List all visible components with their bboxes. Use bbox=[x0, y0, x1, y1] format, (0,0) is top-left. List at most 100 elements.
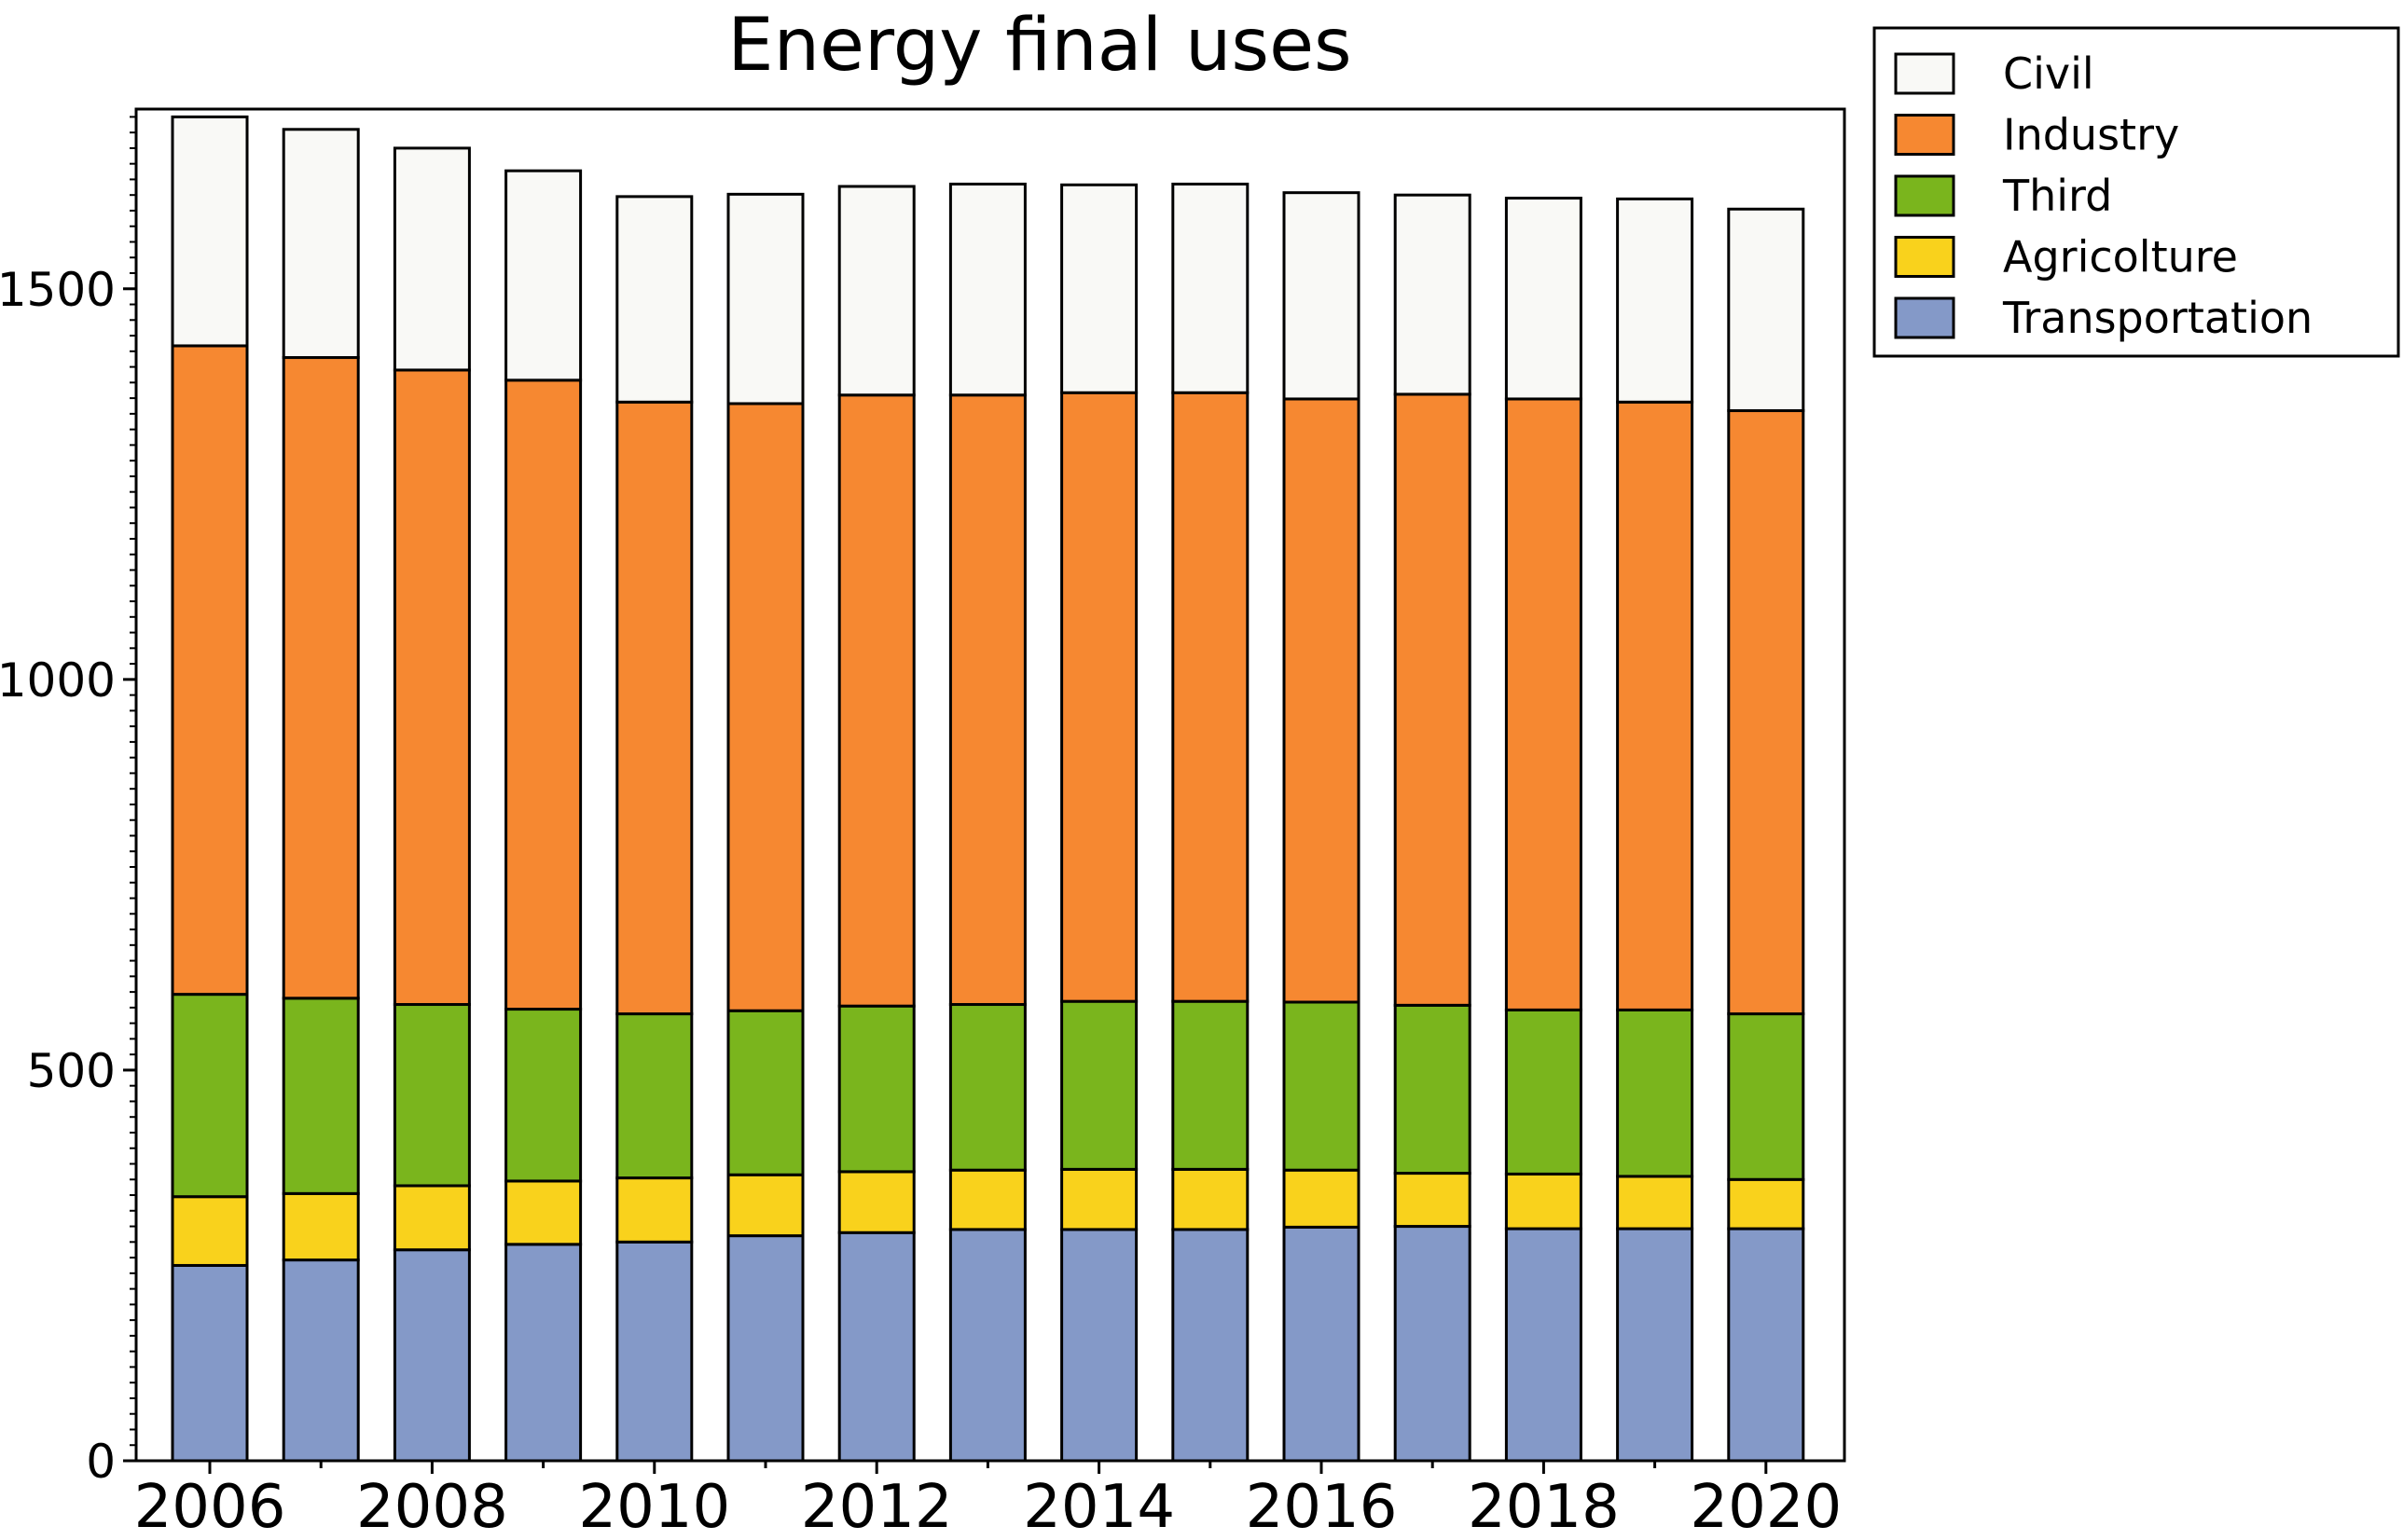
bar-industry-2008 bbox=[393, 368, 471, 1007]
x-axis: 2006 2008 2010 2012 2014 2016 2018 2020 bbox=[134, 1461, 1842, 1540]
bar-transportation-2007 bbox=[282, 1258, 360, 1463]
bar-stack-2006 bbox=[171, 115, 249, 1463]
bar-industry-2010 bbox=[615, 400, 694, 1016]
bar-agricolture-2009 bbox=[504, 1179, 583, 1246]
bar-stack-2013 bbox=[948, 182, 1027, 1463]
bar-stack-2015 bbox=[1171, 182, 1250, 1463]
bar-stack-2012 bbox=[837, 185, 916, 1463]
legend-label-transportation: Transportation bbox=[2002, 293, 2313, 343]
bar-third-2017 bbox=[1393, 1003, 1471, 1176]
bar-third-2006 bbox=[171, 993, 249, 1199]
bar-industry-2011 bbox=[726, 402, 805, 1012]
bar-stack-2017 bbox=[1393, 193, 1471, 1463]
bar-transportation-2009 bbox=[504, 1243, 583, 1463]
bar-agricolture-2015 bbox=[1171, 1167, 1250, 1231]
bar-transportation-2019 bbox=[1616, 1227, 1694, 1463]
bar-industry-2016 bbox=[1282, 397, 1360, 1004]
bar-agricolture-2017 bbox=[1393, 1172, 1471, 1229]
x-tick-label: 2018 bbox=[1468, 1473, 1620, 1540]
bar-transportation-2013 bbox=[948, 1228, 1027, 1463]
bar-industry-2017 bbox=[1393, 392, 1471, 1007]
bar-agricolture-2014 bbox=[1060, 1167, 1139, 1231]
bar-civil-2020 bbox=[1727, 207, 1805, 413]
bar-third-2020 bbox=[1727, 1012, 1805, 1181]
bar-industry-2006 bbox=[171, 344, 249, 997]
x-tick-label: 2006 bbox=[134, 1473, 286, 1540]
y-tick-label: 1000 bbox=[0, 653, 116, 708]
bar-stack-2011 bbox=[726, 192, 805, 1463]
bar-transportation-2006 bbox=[171, 1263, 249, 1463]
bars-group bbox=[171, 115, 1805, 1463]
bar-stack-2014 bbox=[1060, 183, 1139, 1463]
bar-civil-2007 bbox=[282, 128, 360, 360]
bar-third-2014 bbox=[1060, 999, 1139, 1171]
bar-third-2012 bbox=[837, 1004, 916, 1174]
bar-third-2010 bbox=[615, 1012, 694, 1180]
bar-agricolture-2008 bbox=[393, 1184, 471, 1252]
bar-stack-2010 bbox=[615, 195, 694, 1463]
bar-transportation-2017 bbox=[1393, 1225, 1471, 1463]
bar-industry-2019 bbox=[1616, 400, 1694, 1011]
bar-agricolture-2011 bbox=[726, 1173, 805, 1238]
bar-civil-2006 bbox=[171, 115, 249, 348]
bar-civil-2015 bbox=[1171, 182, 1250, 394]
bar-civil-2012 bbox=[837, 185, 916, 397]
legend-swatch-agricolture bbox=[1894, 236, 1955, 278]
bar-stack-2020 bbox=[1727, 207, 1805, 1463]
bar-agricolture-2013 bbox=[948, 1168, 1027, 1231]
bar-stack-2016 bbox=[1282, 191, 1360, 1463]
bar-agricolture-2006 bbox=[171, 1195, 249, 1267]
legend-swatch-industry bbox=[1894, 114, 1955, 156]
bar-industry-2007 bbox=[282, 356, 360, 1000]
bar-industry-2015 bbox=[1171, 391, 1250, 1003]
bar-third-2018 bbox=[1504, 1008, 1582, 1176]
bar-third-2016 bbox=[1282, 1000, 1360, 1172]
bar-civil-2019 bbox=[1616, 197, 1694, 404]
bar-civil-2016 bbox=[1282, 191, 1360, 401]
bar-industry-2012 bbox=[837, 393, 916, 1008]
bar-agricolture-2018 bbox=[1504, 1172, 1582, 1231]
legend-swatch-transportation bbox=[1894, 296, 1955, 339]
bar-agricolture-2010 bbox=[615, 1176, 694, 1244]
chart-title: Energy final uses bbox=[727, 4, 1351, 88]
bar-industry-2009 bbox=[504, 378, 583, 1011]
bar-civil-2009 bbox=[504, 169, 583, 382]
legend-label-third: Third bbox=[2002, 171, 2112, 221]
legend-swatch-civil bbox=[1894, 52, 1955, 95]
bar-industry-2013 bbox=[948, 393, 1027, 1007]
bar-industry-2020 bbox=[1727, 409, 1805, 1016]
bar-civil-2014 bbox=[1060, 183, 1139, 394]
legend: Civil Industry Third Agricolture Transportat… bbox=[1872, 26, 2400, 358]
x-tick-label: 2008 bbox=[356, 1473, 508, 1540]
bar-transportation-2014 bbox=[1060, 1228, 1139, 1463]
bar-agricolture-2016 bbox=[1282, 1168, 1360, 1229]
bar-civil-2013 bbox=[948, 182, 1027, 397]
bar-third-2015 bbox=[1171, 999, 1250, 1171]
bar-third-2009 bbox=[504, 1008, 583, 1183]
x-tick-label: 2014 bbox=[1023, 1473, 1175, 1540]
bar-stack-2018 bbox=[1504, 197, 1582, 1463]
legend-box bbox=[1872, 26, 2400, 358]
legend-label-industry: Industry bbox=[2003, 110, 2179, 160]
legend-label-agricolture: Agricolture bbox=[2003, 232, 2238, 282]
bar-agricolture-2007 bbox=[282, 1191, 360, 1262]
bar-third-2007 bbox=[282, 997, 360, 1195]
bar-transportation-2020 bbox=[1727, 1227, 1805, 1463]
bar-transportation-2015 bbox=[1171, 1228, 1250, 1463]
bar-transportation-2010 bbox=[615, 1240, 694, 1463]
y-tick-label: 0 bbox=[86, 1435, 116, 1489]
legend-swatch-third bbox=[1894, 174, 1955, 217]
bar-stack-2008 bbox=[393, 146, 471, 1463]
legend-label-civil: Civil bbox=[2003, 48, 2094, 99]
bar-agricolture-2019 bbox=[1616, 1175, 1694, 1231]
bar-civil-2011 bbox=[726, 192, 805, 406]
bar-transportation-2016 bbox=[1282, 1225, 1360, 1463]
bar-transportation-2012 bbox=[837, 1231, 916, 1463]
x-tick-label: 2010 bbox=[578, 1473, 730, 1540]
y-tick-label: 500 bbox=[27, 1044, 116, 1098]
bar-third-2019 bbox=[1616, 1008, 1694, 1178]
bar-civil-2010 bbox=[615, 195, 694, 404]
bar-agricolture-2012 bbox=[837, 1170, 916, 1234]
bar-civil-2008 bbox=[393, 146, 471, 372]
